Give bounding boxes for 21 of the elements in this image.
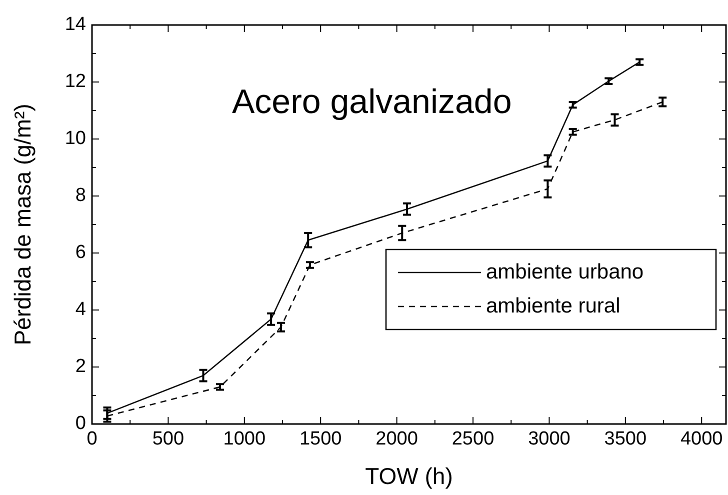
legend-label: ambiente urbano (486, 260, 644, 284)
y-tick-label: 10 (64, 128, 86, 150)
legend-label: ambiente rural (486, 294, 620, 318)
y-tick-label: 12 (64, 71, 86, 92)
y-axis-title: Pérdida de masa (g/m²) (9, 104, 36, 346)
y-tick-label: 0 (75, 413, 86, 434)
x-tick-label: 1500 (299, 428, 342, 450)
text: Acero galvanizado (232, 83, 512, 121)
x-tick-label: 500 (152, 428, 184, 450)
x-tick-label: 1000 (223, 428, 266, 450)
x-tick-label: 2500 (452, 428, 494, 450)
y-tick-label: 8 (75, 185, 86, 206)
x-axis-title: TOW (h) (365, 462, 453, 489)
y-tick-label: 14 (64, 14, 86, 36)
y-tick-label: 2 (75, 356, 86, 378)
x-tick-label: 3000 (528, 428, 570, 450)
x-tick-label: 2000 (376, 428, 418, 450)
x-tick-label: 3500 (604, 428, 647, 450)
y-tick-label: 4 (75, 299, 86, 320)
x-tick-label: 4000 (680, 428, 723, 450)
y-tick-label: 6 (75, 242, 86, 264)
